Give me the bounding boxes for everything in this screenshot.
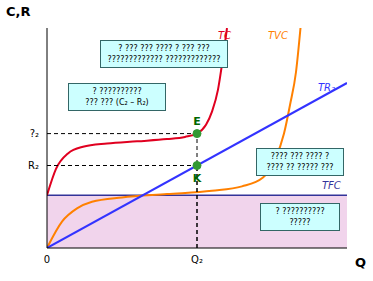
html-text:TR₂: TR₂ [318, 82, 336, 93]
svg-text:?₂: ?₂ [30, 128, 39, 139]
html-text:TFC: TFC [322, 180, 341, 191]
svg-text:K: K [193, 172, 202, 185]
html-text:??? ??? (C₂ – R₂): ??? ??? (C₂ – R₂) [85, 98, 149, 107]
html-text:TVC: TVC [268, 30, 288, 41]
svg-text:E: E [193, 115, 201, 128]
svg-text:Q₂: Q₂ [191, 254, 203, 265]
html-text:TC: TC [218, 30, 232, 41]
svg-text:R₂: R₂ [28, 160, 39, 171]
html-text:C,R: C,R [6, 4, 31, 19]
svg-text:0: 0 [44, 254, 50, 265]
html-text:Q: Q [355, 255, 367, 270]
